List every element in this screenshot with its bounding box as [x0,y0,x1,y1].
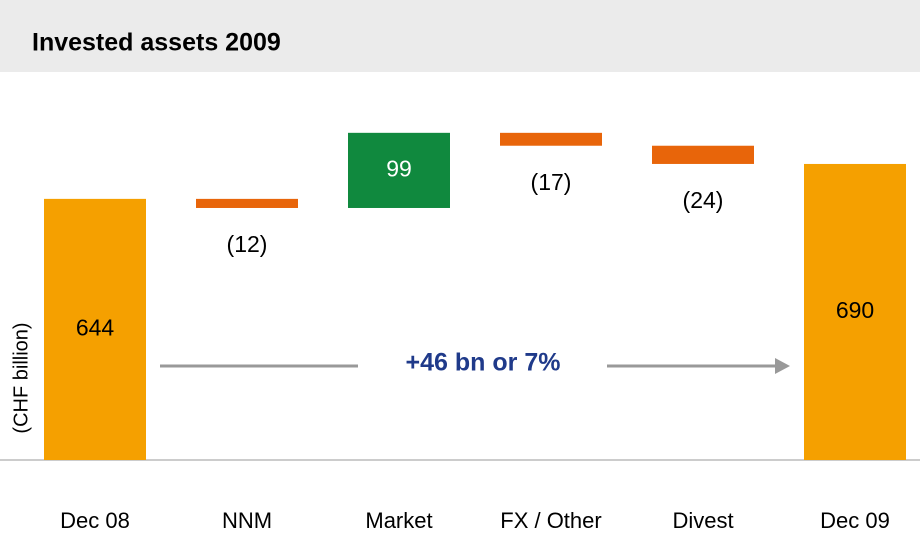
arrow-head [775,358,790,374]
y-axis-label: (CHF billion) [10,322,32,433]
header-band [0,0,920,72]
chart-title: Invested assets 2009 [32,29,281,57]
x-tick-label: Market [365,508,432,533]
x-tick-label: Dec 09 [820,508,890,533]
x-tick-label: Divest [672,508,733,533]
value-label: (17) [531,169,572,195]
value-label: 690 [836,297,874,323]
x-tick-label: Dec 08 [60,508,130,533]
value-label: 644 [76,315,115,341]
bar [804,163,906,461]
bar [500,132,602,146]
bar [348,132,450,208]
x-tick-label: FX / Other [500,508,601,533]
bar [44,198,146,460]
value-label: (24) [683,187,724,213]
value-label: (12) [227,231,268,257]
value-label: 99 [386,155,412,181]
annotation: +46 bn or 7% [406,349,561,377]
x-tick-label: NNM [222,508,272,533]
bar [652,145,754,164]
bar [196,198,298,208]
